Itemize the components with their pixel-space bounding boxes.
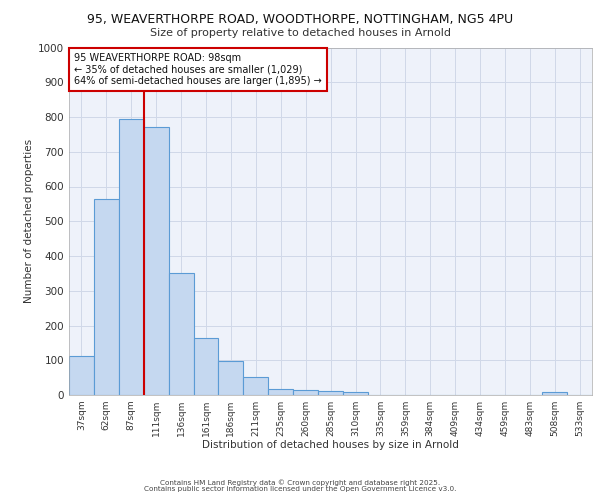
Bar xyxy=(94,198,119,395)
Y-axis label: Number of detached properties: Number of detached properties xyxy=(24,139,34,304)
X-axis label: Distribution of detached houses by size in Arnold: Distribution of detached houses by size … xyxy=(202,440,459,450)
Bar xyxy=(343,392,368,395)
Bar xyxy=(119,118,144,395)
Bar xyxy=(244,377,268,395)
Text: Size of property relative to detached houses in Arnold: Size of property relative to detached ho… xyxy=(149,28,451,38)
Bar xyxy=(293,390,318,395)
Bar xyxy=(144,128,169,395)
Bar xyxy=(318,391,343,395)
Text: Contains HM Land Registry data © Crown copyright and database right 2025.
Contai: Contains HM Land Registry data © Crown c… xyxy=(144,479,456,492)
Bar xyxy=(218,361,244,395)
Text: 95, WEAVERTHORPE ROAD, WOODTHORPE, NOTTINGHAM, NG5 4PU: 95, WEAVERTHORPE ROAD, WOODTHORPE, NOTTI… xyxy=(87,12,513,26)
Bar xyxy=(169,274,194,395)
Text: 95 WEAVERTHORPE ROAD: 98sqm
← 35% of detached houses are smaller (1,029)
64% of : 95 WEAVERTHORPE ROAD: 98sqm ← 35% of det… xyxy=(74,52,322,86)
Bar xyxy=(69,356,94,395)
Bar xyxy=(542,392,567,395)
Bar xyxy=(194,338,218,395)
Bar xyxy=(268,388,293,395)
